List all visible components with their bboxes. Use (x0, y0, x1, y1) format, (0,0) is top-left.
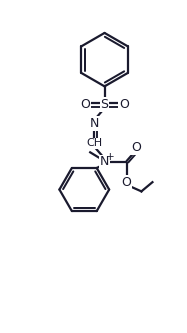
Text: S: S (101, 98, 109, 111)
Text: N: N (90, 117, 99, 130)
Text: +: + (106, 152, 114, 162)
Text: O: O (131, 141, 141, 154)
Text: O: O (119, 98, 129, 111)
Text: CH: CH (86, 139, 102, 149)
Text: O: O (80, 98, 90, 111)
Text: O: O (122, 176, 132, 189)
Text: N: N (100, 156, 109, 168)
